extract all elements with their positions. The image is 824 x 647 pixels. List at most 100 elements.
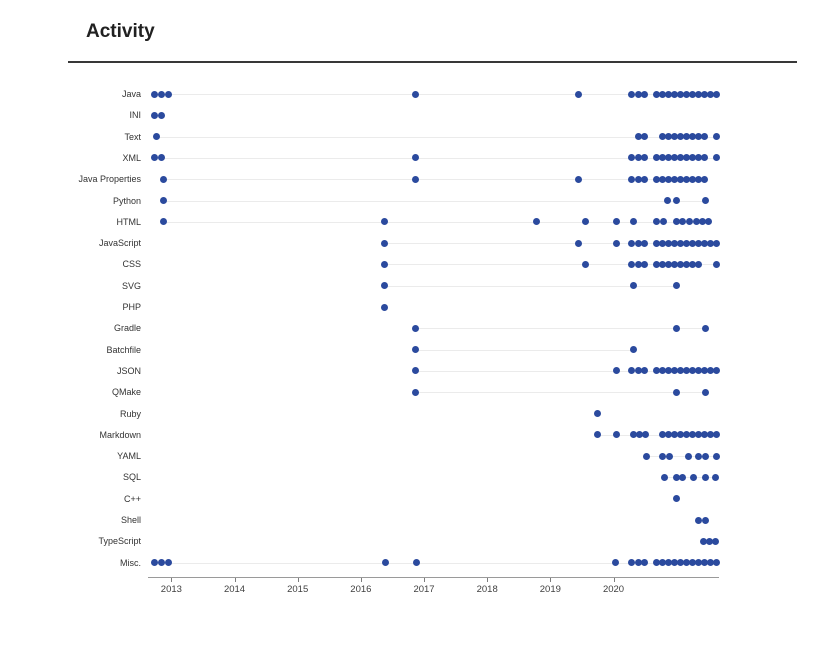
row-label-ini: INI — [129, 110, 141, 121]
activity-dot — [676, 175, 684, 183]
x-axis-tick — [550, 578, 552, 582]
activity-dot — [688, 133, 696, 141]
activity-dot — [159, 218, 167, 226]
activity-dot — [634, 154, 642, 162]
activity-dot — [659, 218, 667, 226]
x-axis-tick-label: 2017 — [413, 584, 435, 595]
row-range-line — [154, 562, 717, 564]
row-label-typescript: TypeScript — [98, 536, 141, 547]
activity-dot — [612, 367, 620, 375]
activity-dot — [659, 90, 667, 98]
activity-dot — [611, 559, 619, 567]
activity-dot — [683, 154, 691, 162]
row-range-line — [154, 94, 717, 95]
row-range-line — [646, 456, 717, 458]
activity-dot — [672, 324, 680, 332]
activity-dot — [679, 218, 687, 226]
x-axis-tick — [487, 578, 489, 582]
activity-dot — [151, 90, 159, 98]
activity-dot — [688, 175, 696, 183]
activity-dot — [652, 175, 660, 183]
row-label-ruby: Ruby — [119, 408, 141, 419]
row-range-line — [163, 221, 709, 223]
row-range-line — [415, 349, 634, 351]
activity-dot — [151, 111, 159, 119]
activity-dot — [582, 218, 590, 226]
activity-dot — [612, 218, 620, 226]
activity-dot — [695, 431, 703, 439]
activity-dot — [634, 559, 642, 567]
row-label-xml: XML — [122, 152, 141, 163]
activity-dot — [671, 154, 679, 162]
activity-dot — [684, 452, 692, 460]
activity-dot — [688, 239, 696, 247]
activity-dot — [695, 260, 703, 268]
activity-dot — [683, 90, 691, 98]
activity-dot — [712, 431, 720, 439]
activity-dot — [676, 154, 684, 162]
activity-dot — [688, 559, 696, 567]
activity-dot — [672, 218, 680, 226]
activity-dot — [412, 90, 420, 98]
activity-dot — [676, 260, 684, 268]
activity-dot — [712, 559, 720, 567]
activity-dot — [672, 495, 680, 503]
activity-dot — [673, 282, 681, 290]
activity-dot — [700, 367, 708, 375]
row-label-java-properties: Java Properties — [78, 174, 141, 185]
x-axis-tick-label: 2020 — [602, 584, 625, 595]
x-axis-tick-label: 2013 — [160, 584, 182, 595]
x-axis-tick-label: 2016 — [350, 584, 372, 595]
activity-dot — [702, 388, 710, 396]
activity-dot — [629, 282, 637, 290]
activity-dot — [158, 90, 166, 98]
row-range-line — [384, 243, 717, 245]
activity-dot — [671, 260, 679, 268]
activity-dot — [702, 197, 710, 204]
activity-dot — [159, 197, 167, 204]
activity-dot — [683, 431, 691, 439]
row-range-line — [597, 434, 717, 436]
row-label-batchfile: Batchfile — [106, 344, 141, 355]
plot-area: 2013 2014 2015 2016 2017 2018 2019 2020 — [148, 85, 720, 597]
activity-dot — [700, 154, 708, 162]
x-axis-tick-label: 2014 — [223, 584, 246, 595]
activity-dot — [700, 239, 708, 247]
activity-dot — [664, 133, 672, 141]
activity-dot — [381, 559, 389, 567]
activity-dot — [707, 559, 715, 567]
activity-dot — [695, 239, 703, 247]
activity-dot — [700, 431, 708, 439]
activity-dot — [652, 559, 660, 567]
x-axis-tick — [171, 578, 173, 582]
activity-dot — [640, 90, 648, 98]
activity-dot — [688, 154, 696, 162]
activity-dot — [412, 388, 420, 396]
row-range-line — [384, 285, 677, 287]
activity-dot — [629, 218, 637, 226]
activity-dot — [158, 559, 166, 567]
activity-dot — [575, 90, 583, 98]
activity-dot — [712, 239, 720, 247]
activity-dot — [671, 175, 679, 183]
activity-dot — [381, 239, 389, 247]
activity-dot — [659, 239, 667, 247]
activity-dot — [412, 154, 420, 162]
activity-dot — [683, 559, 691, 567]
activity-dot — [671, 559, 679, 567]
activity-dot — [642, 452, 650, 460]
activity-dot — [707, 239, 715, 247]
activity-dot — [575, 239, 583, 247]
activity-dot — [707, 90, 715, 98]
activity-dot — [701, 473, 709, 481]
activity-dot — [634, 367, 642, 375]
activity-dot — [659, 133, 667, 141]
row-label-c-: C++ — [123, 493, 141, 504]
activity-dot — [694, 452, 702, 460]
activity-dot — [676, 431, 684, 439]
row-label-java: Java — [121, 89, 141, 99]
activity-dot — [628, 175, 636, 183]
row-range-line — [163, 179, 705, 181]
x-axis-tick — [613, 578, 615, 582]
activity-dot — [640, 367, 648, 375]
